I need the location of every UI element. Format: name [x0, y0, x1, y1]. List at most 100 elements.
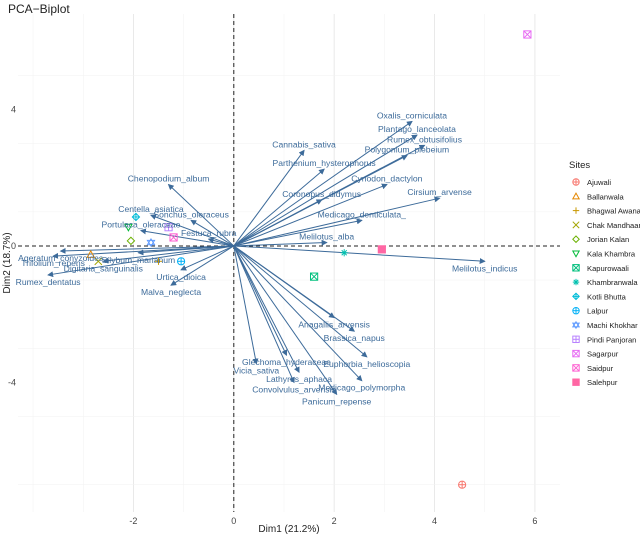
legend-entry: Bhagwal Awanan	[572, 207, 640, 216]
variable-label: Brassica_napus	[324, 333, 385, 343]
variable-label: Sonchus_oleraceus	[153, 209, 229, 219]
variable-arrow	[207, 237, 234, 247]
variable-arrow	[233, 245, 288, 356]
variable-label: Melilotus_indicus	[452, 263, 517, 273]
variable-label: Cannabis_sativa	[272, 139, 336, 149]
variable-arrow	[233, 245, 486, 264]
variable-label: Medicago_polymorpha	[318, 383, 405, 393]
variable-arrow	[233, 245, 295, 384]
variable-labels: Oxalis_corniculataPlantago_lanceolataRum…	[16, 110, 518, 406]
variable-label: Trifolium_repens	[21, 258, 85, 268]
legend-entry: Khambranwala	[572, 278, 638, 287]
legend-entry: Machi Khokhar	[571, 320, 638, 330]
variable-arrow	[233, 196, 441, 247]
variable-arrow	[233, 218, 363, 247]
legend-label: Machi Khokhar	[587, 321, 638, 330]
variable-label: Digitaria_sanguinalis	[64, 263, 143, 273]
variable-arrow	[233, 134, 418, 247]
site-point	[309, 272, 319, 281]
variable-arrow	[190, 219, 235, 247]
legend: Sites Ajuwali Ballanwala Bhagwal Awanan Chak…	[569, 160, 640, 387]
x-tick-label: -2	[129, 516, 137, 526]
site-point	[458, 480, 467, 489]
variable-arrow	[167, 183, 235, 247]
variable-arrow	[233, 245, 356, 332]
legend-label: Kotli Bhutta	[587, 292, 627, 301]
legend-entry: Saidpur	[572, 364, 614, 373]
y-tick-label: 4	[11, 105, 16, 115]
legend-entry: Kotli Bhutta	[572, 292, 627, 301]
variable-arrow	[102, 245, 234, 264]
legend-entry: Pindi Panjoran	[572, 335, 636, 344]
variable-label: Urtica_dioica	[156, 272, 206, 282]
legend-label: Salehpur	[587, 378, 618, 387]
legend-label: Kapurowaali	[587, 264, 629, 273]
variable-label: Cynodon_dactylon	[351, 174, 422, 184]
variable-arrow	[233, 245, 300, 374]
variable-label: Rumex_dentatus	[16, 277, 81, 287]
variable-label: Vicia_sativa	[234, 366, 280, 376]
legend-label: Kala Khambra	[587, 250, 636, 259]
site-point	[131, 212, 141, 222]
variable-arrow	[233, 245, 259, 365]
site-point	[164, 223, 173, 232]
site-point	[377, 245, 386, 254]
variable-label: Medicago_denticulata_	[318, 209, 407, 219]
variable-arrow	[47, 245, 234, 278]
legend-entry: Lalpur	[572, 307, 609, 316]
variable-label: Silybum_marianum	[102, 255, 176, 265]
site-point	[94, 257, 103, 266]
variable-arrow	[150, 214, 234, 247]
variable-label: Rumex_obtusifolius	[387, 134, 462, 144]
variable-arrow	[233, 120, 413, 247]
legend-entry: Ballanwala	[571, 192, 625, 201]
variable-arrow	[233, 168, 325, 247]
legend-entry: Chak Mandhaar	[572, 221, 640, 230]
x-axis-title: Dim1 (21.2%)	[258, 524, 319, 535]
legend-entry: Sagarpur	[572, 350, 619, 359]
legend-label: Pindi Panjoran	[587, 335, 636, 344]
site-point	[340, 249, 348, 257]
variable-arrow	[137, 245, 234, 256]
site-point	[146, 237, 156, 248]
y-axis-title: Dim2 (18.7%)	[2, 232, 13, 293]
legend-label: Chak Mandhaar	[587, 221, 640, 230]
variable-label: Polygonium_plebeium	[365, 145, 450, 155]
variable-label: Lathyrus_aphaca	[266, 374, 332, 384]
variable-label: Convolvulus_arvensis	[252, 384, 336, 394]
y-tick-label: -4	[8, 377, 16, 387]
legend-label: Saidpur	[587, 364, 614, 373]
variable-label: Anagallis_arvensis	[298, 320, 370, 330]
variable-label: Glechoma_hyderaceae	[242, 357, 331, 367]
x-tick-label: 6	[532, 516, 537, 526]
variable-arrow	[170, 245, 235, 286]
site-points	[86, 30, 532, 489]
variable-arrow	[233, 199, 323, 247]
legend-label: Sagarpur	[587, 350, 619, 359]
variable-label: Plantago_lanceolata	[378, 124, 456, 134]
variable-arrows	[47, 120, 486, 396]
x-tick-label: 4	[432, 516, 437, 526]
site-point	[523, 30, 532, 39]
site-point	[123, 223, 133, 232]
legend-label: Bhagwal Awanan	[587, 207, 640, 216]
variable-arrow	[233, 245, 368, 358]
variable-arrow	[233, 149, 305, 247]
legend-title: Sites	[569, 160, 590, 171]
legend-entry: Kapurowaali	[572, 264, 629, 273]
x-tick-label: 2	[332, 516, 337, 526]
variable-arrow	[233, 183, 388, 247]
axes-layer: -2 0 2 4 6 -4 0 4	[8, 14, 560, 526]
variable-label: Ageratum_conyzoides	[18, 253, 103, 263]
variable-arrow	[180, 245, 235, 271]
legend-label: Jorian Kalan	[587, 235, 629, 244]
variable-arrow	[59, 245, 234, 254]
legend-entry: Salehpur	[572, 378, 618, 387]
legend-entry: Ajuwali	[572, 178, 611, 187]
variable-arrow	[233, 239, 328, 247]
site-point	[126, 236, 136, 246]
legend-label: Ballanwala	[587, 192, 625, 201]
variable-label: Chenopodium_album	[128, 174, 210, 184]
legend-label: Khambranwala	[587, 278, 638, 287]
